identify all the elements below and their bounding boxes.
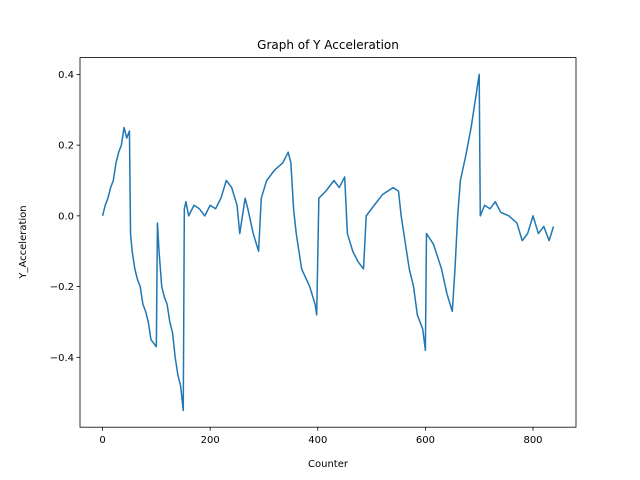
y-tick-label: 0.0: [58, 211, 74, 222]
y-tick-label: 0.4: [58, 70, 74, 81]
chart-title: Graph of Y Acceleration: [257, 38, 399, 52]
x-axis-label: Counter: [308, 459, 349, 470]
x-tick-label: 200: [201, 435, 220, 446]
x-tick-label: 400: [308, 435, 327, 446]
y-tick-label: 0.2: [58, 141, 74, 152]
x-tick-label: 800: [523, 435, 542, 446]
y-tick-label: −0.2: [50, 282, 74, 293]
plot-frame: [79, 57, 577, 428]
y-axis-label: Y_Acceleration: [18, 205, 29, 279]
x-tick-label: 0: [99, 435, 105, 446]
data-line: [101, 73, 555, 412]
x-tick-label: 600: [416, 435, 435, 446]
y-tick-label: −0.4: [50, 353, 74, 364]
